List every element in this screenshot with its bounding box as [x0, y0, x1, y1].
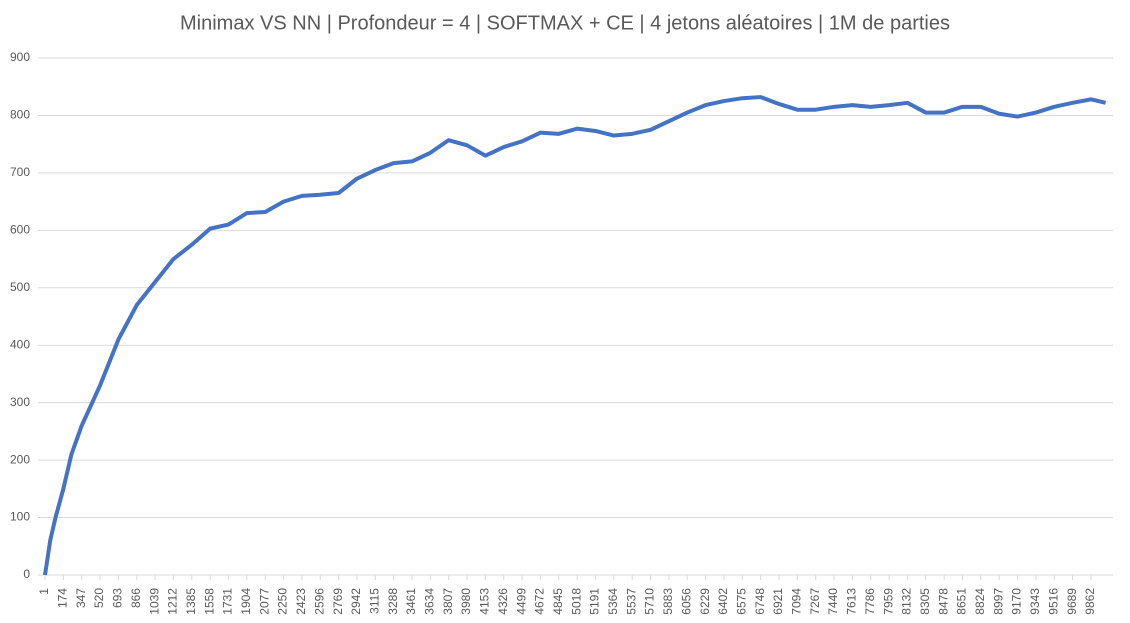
- y-tick-label: 800: [10, 108, 30, 122]
- x-tick-label: 9862: [1083, 588, 1097, 615]
- x-tick-label: 5537: [624, 588, 638, 615]
- y-tick-label: 400: [10, 337, 30, 351]
- x-tick-label: 8132: [900, 588, 914, 615]
- x-tick-label: 6056: [679, 588, 693, 615]
- chart-title: Minimax VS NN | Profondeur = 4 | SOFTMAX…: [180, 12, 950, 34]
- x-tick-label: 3634: [423, 588, 437, 615]
- x-tick-label: 1: [37, 588, 51, 595]
- x-tick-label: 4499: [514, 588, 528, 615]
- x-tick-label: 4153: [478, 588, 492, 615]
- x-tick-label: 2596: [312, 588, 326, 615]
- x-tick-label: 6921: [771, 588, 785, 615]
- x-tick-label: 520: [92, 588, 106, 608]
- x-tick-label: 6748: [753, 588, 767, 615]
- x-tick-label: 8651: [955, 588, 969, 615]
- y-tick-label: 100: [10, 510, 30, 524]
- x-tick-label: 6229: [698, 588, 712, 615]
- x-tick-label: 8824: [973, 588, 987, 615]
- x-tick-label: 4672: [533, 588, 547, 615]
- x-tick-label: 2423: [294, 588, 308, 615]
- x-tick-label: 2769: [331, 588, 345, 615]
- x-tick-label: 174: [56, 588, 70, 608]
- x-tick-label: 7267: [808, 588, 822, 615]
- y-tick-label: 600: [10, 223, 30, 237]
- x-tick-label: 9516: [1046, 588, 1060, 615]
- x-tick-label: 1212: [166, 588, 180, 615]
- x-tick-label: 7094: [790, 588, 804, 615]
- x-tick-label: 3288: [386, 588, 400, 615]
- x-tick-label: 8997: [991, 588, 1005, 615]
- x-tick-label: 8478: [936, 588, 950, 615]
- x-tick-label: 347: [74, 588, 88, 608]
- x-tick-label: 5883: [661, 588, 675, 615]
- x-tick-label: 2250: [276, 588, 290, 615]
- x-tick-label: 1731: [221, 588, 235, 615]
- x-tick-label: 9343: [1028, 588, 1042, 615]
- x-tick-label: 866: [129, 588, 143, 608]
- y-tick-label: 200: [10, 452, 30, 466]
- x-tick-label: 5710: [643, 588, 657, 615]
- x-tick-label: 6402: [716, 588, 730, 615]
- x-tick-label: 1039: [147, 588, 161, 615]
- x-tick-label: 9170: [1010, 588, 1024, 615]
- x-tick-label: 3807: [441, 588, 455, 615]
- x-tick-label: 7613: [845, 588, 859, 615]
- x-tick-label: 1385: [184, 588, 198, 615]
- y-tick-label: 0: [23, 567, 30, 581]
- y-tick-label: 700: [10, 165, 30, 179]
- x-tick-label: 1558: [202, 588, 216, 615]
- x-tick-label: 3980: [459, 588, 473, 615]
- x-tick-label: 3115: [367, 588, 381, 614]
- x-tick-label: 9689: [1065, 588, 1079, 615]
- x-tick-label: 4326: [496, 588, 510, 615]
- data-line: [43, 95, 1107, 576]
- x-tick-label: 7959: [881, 588, 895, 615]
- y-tick-label: 900: [10, 50, 30, 64]
- x-tick-label: 2077: [257, 588, 271, 615]
- x-tick-label: 5191: [588, 588, 602, 615]
- x-tick-label: 7786: [863, 588, 877, 615]
- x-tick-label: 8305: [918, 588, 932, 615]
- x-tick-label: 5364: [606, 588, 620, 615]
- x-tick-label: 3461: [404, 588, 418, 615]
- x-tick-label: 4845: [551, 588, 565, 615]
- x-tick-label: 2942: [349, 588, 363, 615]
- x-tick-label: 6575: [734, 588, 748, 615]
- x-tick-label: 7440: [826, 588, 840, 615]
- x-tick-label: 693: [111, 588, 125, 608]
- y-tick-label: 500: [10, 280, 30, 294]
- x-tick-label: 5018: [569, 588, 583, 615]
- y-tick-label: 300: [10, 395, 30, 409]
- x-tick-label: 1904: [239, 588, 253, 615]
